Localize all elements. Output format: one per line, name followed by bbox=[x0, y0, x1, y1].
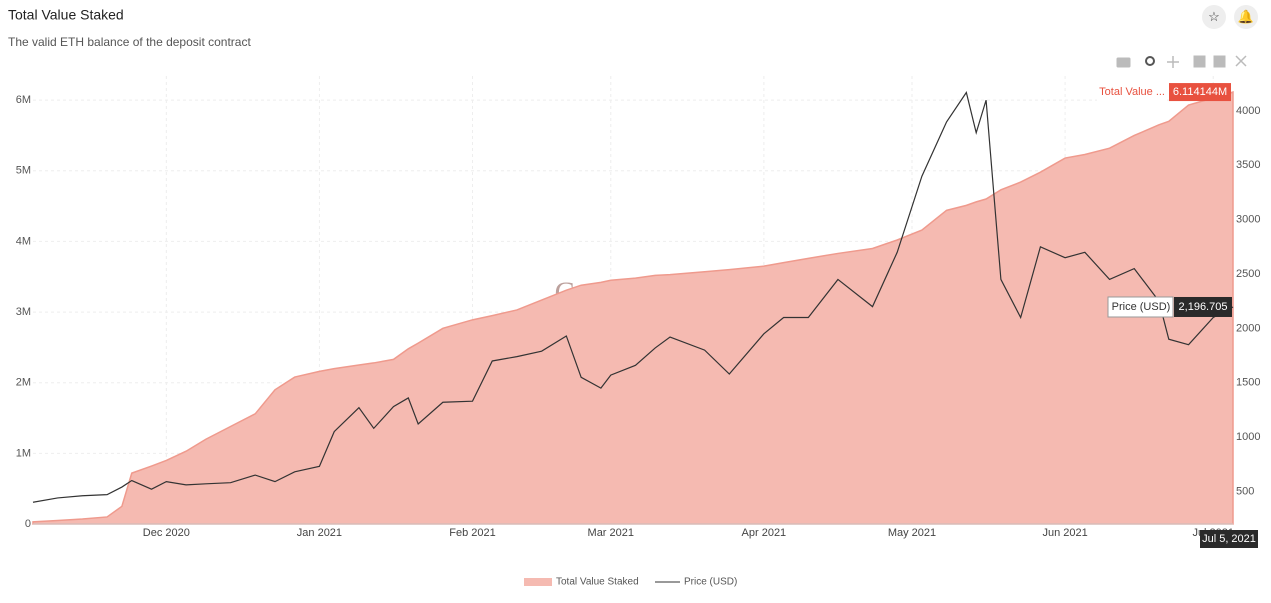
camera-icon[interactable] bbox=[1116, 57, 1131, 68]
x-tick-label: Feb 2021 bbox=[449, 527, 495, 539]
y2-tick-label: 2000 bbox=[1236, 322, 1260, 334]
x-tick-label: Jan 2021 bbox=[297, 527, 342, 539]
hover-x-flag bbox=[1200, 530, 1258, 548]
subtitle: The valid ETH balance of the deposit con… bbox=[8, 35, 251, 49]
legend-label: Total Value Staked bbox=[556, 577, 639, 588]
y-tick-label: 6M bbox=[16, 94, 31, 106]
star-button[interactable]: ☆ bbox=[1202, 5, 1226, 29]
hover-flag bbox=[1169, 83, 1231, 102]
toolbar bbox=[1116, 55, 1247, 68]
y2-tick-label: 1500 bbox=[1236, 377, 1260, 389]
legend-label: Price (USD) bbox=[684, 577, 737, 588]
y2-tick-label: 500 bbox=[1236, 485, 1254, 497]
hover-series-label: Price (USD) bbox=[1112, 301, 1171, 313]
zoom-icon[interactable] bbox=[1145, 56, 1155, 66]
area bbox=[32, 91, 1234, 525]
y-tick-label: 3M bbox=[16, 306, 31, 318]
legend-swatch bbox=[524, 578, 552, 586]
zoom-in-icon[interactable] bbox=[1193, 55, 1206, 68]
y-tick-label: 5M bbox=[16, 165, 31, 177]
y2-tick-label: 3500 bbox=[1236, 159, 1260, 171]
legend: Total Value Staked Price (USD) bbox=[524, 577, 737, 588]
x-tick-label: Apr 2021 bbox=[742, 527, 787, 539]
x-tick-label: Dec 2020 bbox=[143, 527, 190, 539]
hover-flag bbox=[1107, 296, 1174, 318]
line bbox=[32, 91, 1234, 503]
x-tick-label: Jun 2021 bbox=[1042, 527, 1087, 539]
hover-series-label: Total Value ... bbox=[1099, 86, 1165, 98]
pan-icon[interactable] bbox=[1167, 56, 1179, 68]
y-tick-label: 2M bbox=[16, 377, 31, 389]
reset-icon[interactable] bbox=[1235, 55, 1247, 67]
hover-x-label: Jul 5, 2021 bbox=[1202, 533, 1256, 545]
hover-value-label: 6.114144M bbox=[1173, 86, 1227, 98]
y2-tick-label: 3000 bbox=[1236, 214, 1260, 226]
y2-tick-label: 2500 bbox=[1236, 268, 1260, 280]
hover-value-label: 2,196.705 bbox=[1179, 301, 1228, 313]
y-tick-label: 1M bbox=[16, 447, 31, 459]
hover-flag bbox=[1097, 83, 1167, 102]
x-tick-label: Mar 2021 bbox=[588, 527, 634, 539]
y-tick-label: 0 bbox=[25, 518, 31, 530]
x-tick-label: May 2021 bbox=[888, 527, 936, 539]
title: Total Value Staked bbox=[8, 7, 124, 23]
y2-tick-label: 4000 bbox=[1236, 105, 1260, 117]
y-tick-label: 4M bbox=[16, 235, 31, 247]
zoom-out-icon[interactable] bbox=[1213, 55, 1226, 68]
y2-tick-label: 1000 bbox=[1236, 431, 1260, 443]
bell-button[interactable]: 🔔 bbox=[1234, 5, 1258, 29]
hover-flag bbox=[1174, 296, 1232, 317]
